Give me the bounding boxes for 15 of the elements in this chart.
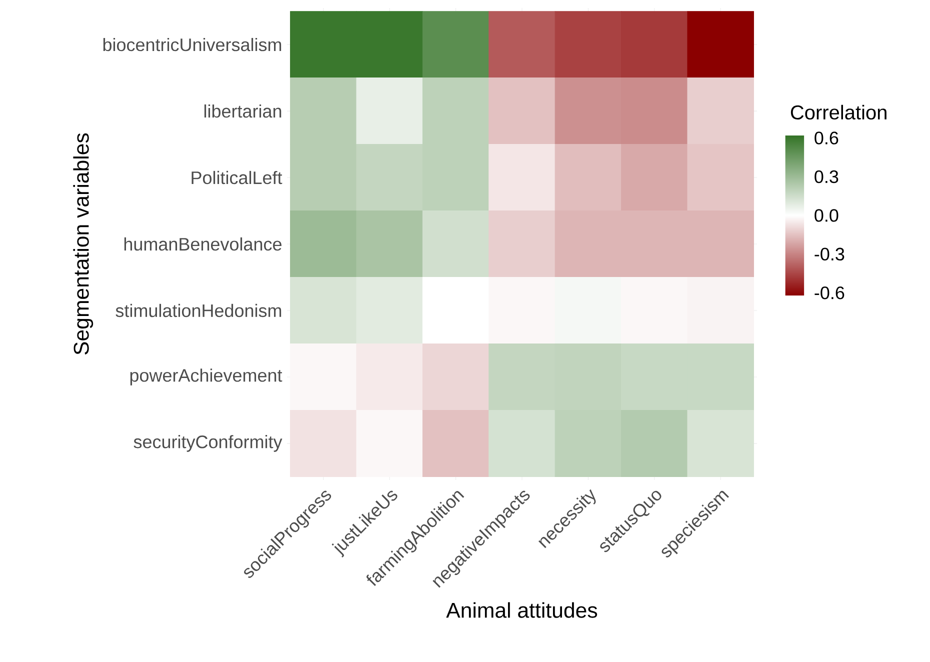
color-bar-label: 0.6: [814, 132, 838, 144]
color-bar-label: -0.3: [814, 248, 844, 261]
y-tick-label: PoliticalLeft: [192, 170, 282, 184]
x-axis-title: Animal attitudes: [446, 602, 598, 618]
color-bar-label: 0.0: [814, 209, 838, 222]
y-tick-label: securityConformity: [134, 435, 282, 452]
color-bar-title: Correlation: [790, 104, 886, 120]
y-tick-label: biocentricUniversalism: [103, 38, 282, 52]
y-axis-title: Segmentation variables: [73, 133, 94, 355]
color-bar-label: 0.3: [814, 170, 838, 184]
y-tick-label: stimulationHedonism: [116, 304, 282, 318]
color-bar-label: -0.6: [814, 286, 844, 300]
y-tick-label: libertarian: [204, 104, 282, 118]
y-tick-label: powerAchievement: [130, 368, 282, 386]
y-tick-label: humanBenevolance: [124, 237, 282, 251]
